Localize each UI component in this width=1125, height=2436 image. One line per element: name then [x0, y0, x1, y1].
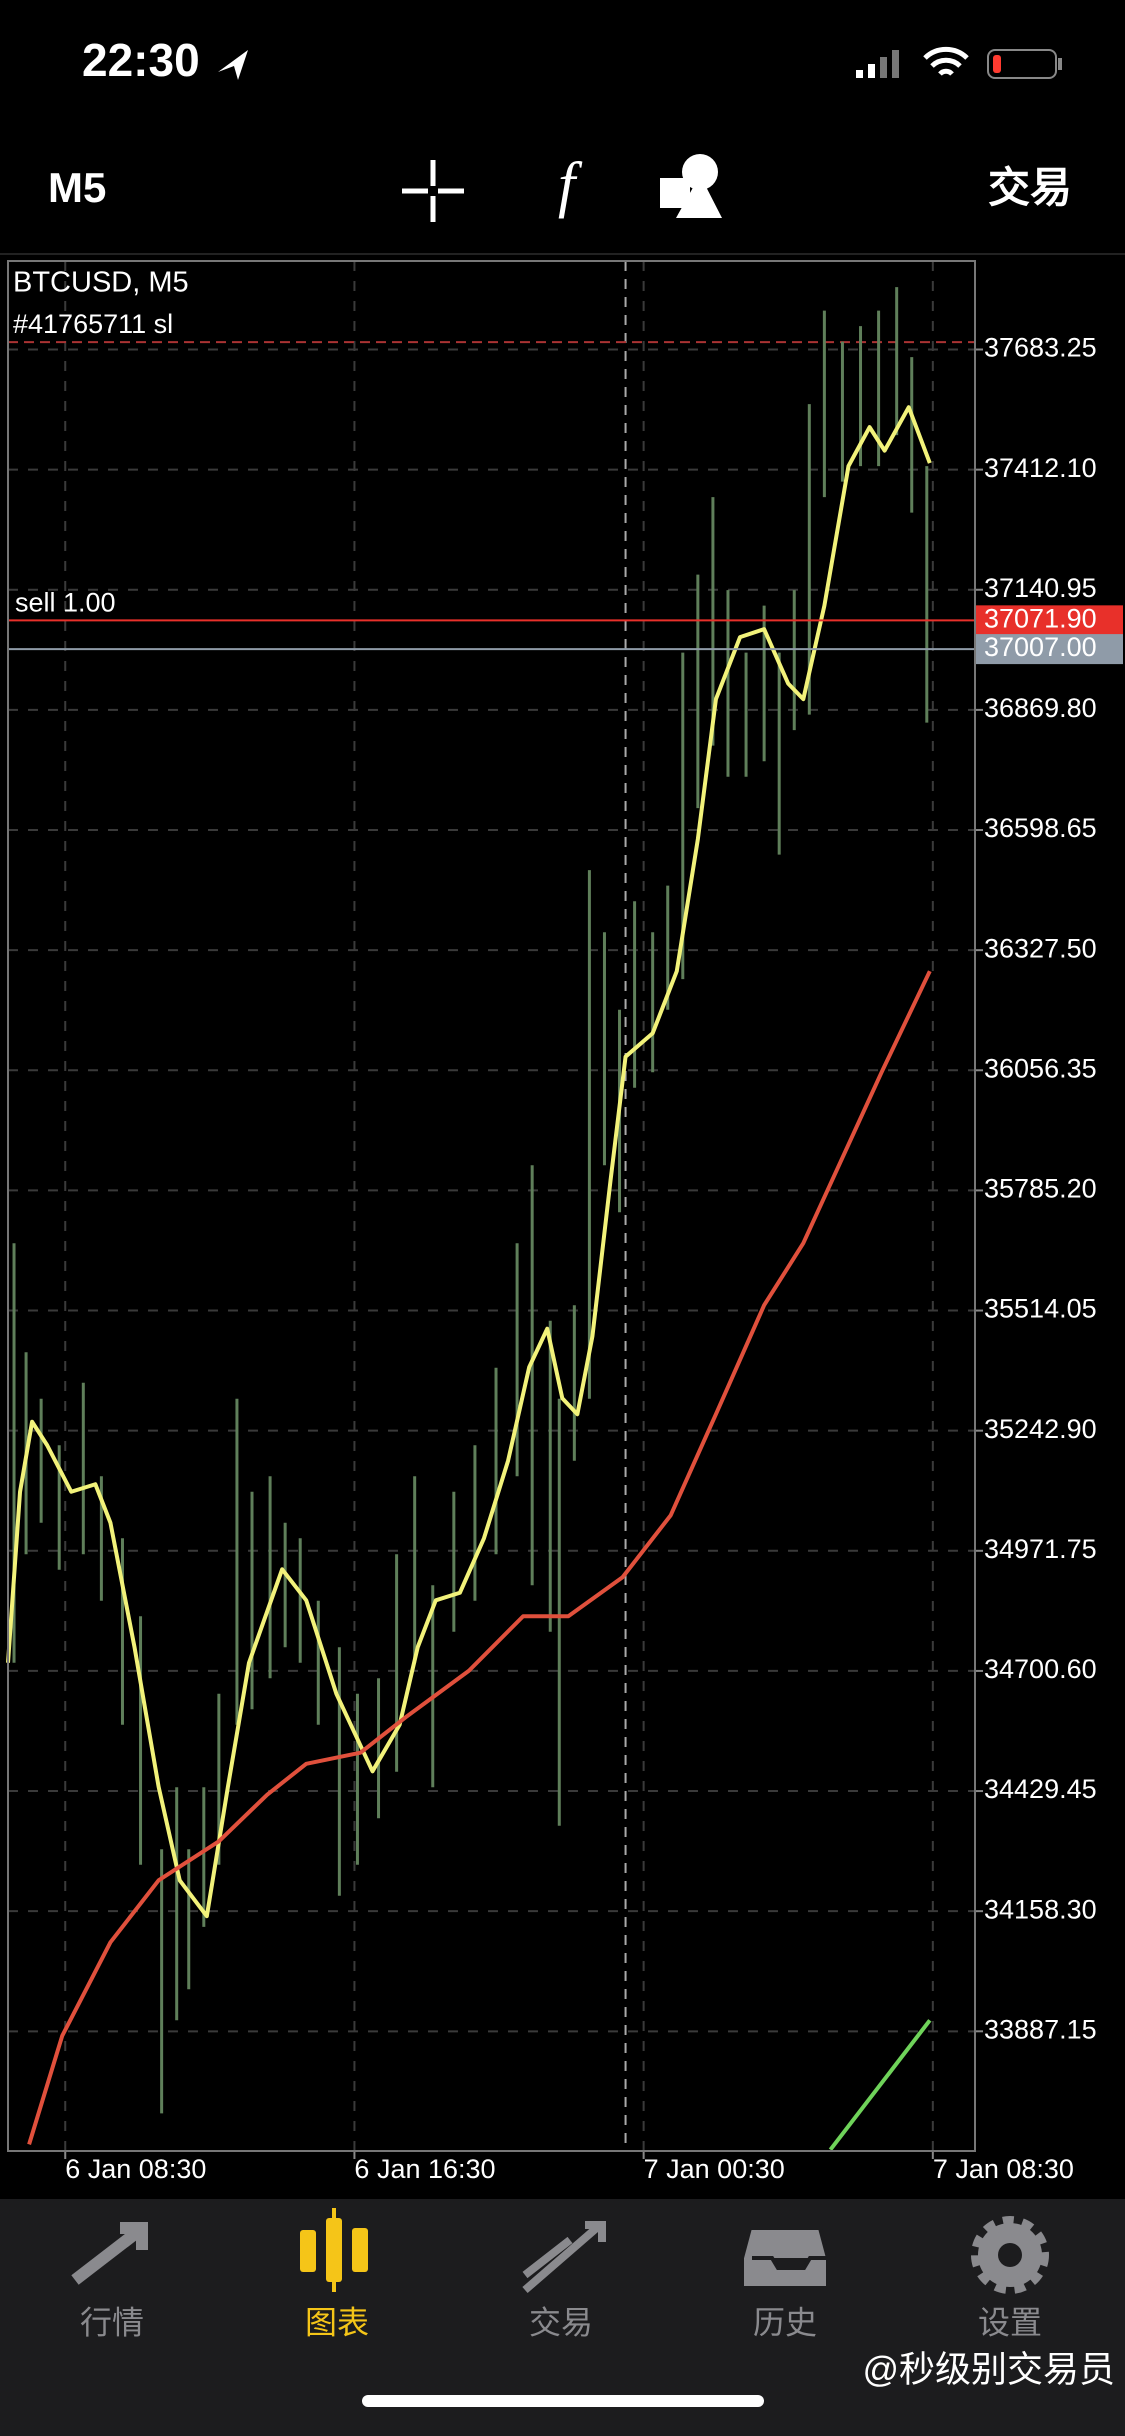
y-tick-label: 34429.45 [984, 1774, 1097, 1804]
y-tick-label: 34971.75 [984, 1534, 1097, 1564]
y-tick-label: 37140.95 [984, 573, 1097, 603]
tab-label[interactable]: 历史 [753, 2304, 817, 2340]
tab-labels: 行情 图表 交易 历史 设置 [80, 2304, 1042, 2340]
symbol-label: BTCUSD, M5 [13, 267, 189, 299]
watermark: @秒级别交易员 [862, 2349, 1115, 2390]
y-tick-label: 34158.30 [984, 1894, 1097, 1924]
price-tag-label: 37071.90 [984, 603, 1097, 633]
tab-quotes-icon [71, 2222, 148, 2285]
price-tag-label: 37007.00 [984, 632, 1097, 662]
tab-label[interactable]: 图表 [305, 2304, 369, 2340]
tab-label[interactable]: 行情 [80, 2304, 144, 2340]
tab-chart-icon [300, 2208, 368, 2292]
x-tick-label: 6 Jan 08:30 [65, 2154, 206, 2184]
chart: 37683.25 37412.10 37140.95 36869.80 36598.65… [6, 260, 1123, 2184]
location-icon [218, 50, 248, 80]
y-tick-label: 35242.90 [984, 1414, 1097, 1444]
y-tick-label: 36598.65 [984, 813, 1097, 843]
y-tick-label: 37683.25 [984, 333, 1097, 363]
y-tick-label: 36056.35 [984, 1053, 1097, 1083]
x-tick-label: 6 Jan 16:30 [354, 2154, 495, 2184]
x-tick-label: 7 Jan 08:30 [933, 2154, 1074, 2184]
x-tick-label: 7 Jan 00:30 [644, 2154, 785, 2184]
wifi-icon [923, 46, 969, 76]
position-label: sell 1.00 [15, 587, 116, 617]
crosshair-button[interactable] [402, 160, 464, 222]
y-tick-label: 34700.60 [984, 1654, 1097, 1684]
trade-button[interactable]: 交易 [988, 164, 1072, 211]
chart-frame [7, 260, 976, 2152]
objects-button[interactable] [660, 154, 722, 218]
tab-trade-icon [522, 2221, 606, 2294]
home-indicator [362, 2395, 764, 2407]
moving-average-line [27, 970, 932, 2145]
tab-label[interactable]: 交易 [529, 2304, 593, 2340]
y-tick-label: 36327.50 [984, 933, 1097, 963]
y-tick-label: 37412.10 [984, 453, 1097, 483]
tab-settings-icon [971, 2216, 1049, 2294]
price-tag [975, 634, 1123, 665]
order-label: #41765711 sl [13, 309, 173, 339]
y-tick-label: 36869.80 [984, 693, 1097, 723]
price-tag [975, 605, 1123, 636]
status-time: 22:30 [82, 34, 200, 86]
y-tick-label: 33887.15 [984, 2014, 1097, 2044]
signal-icon [856, 50, 899, 78]
tab-label[interactable]: 设置 [978, 2304, 1042, 2340]
y-tick-label: 35514.05 [984, 1294, 1097, 1324]
moving-average-line [6, 405, 932, 1919]
tab-history-icon [740, 2226, 830, 2290]
moving-average-line [828, 2019, 932, 2151]
timeframe-button[interactable]: M5 [48, 164, 106, 211]
battery-icon [987, 49, 1062, 79]
y-tick-label: 35785.20 [984, 1174, 1097, 1204]
